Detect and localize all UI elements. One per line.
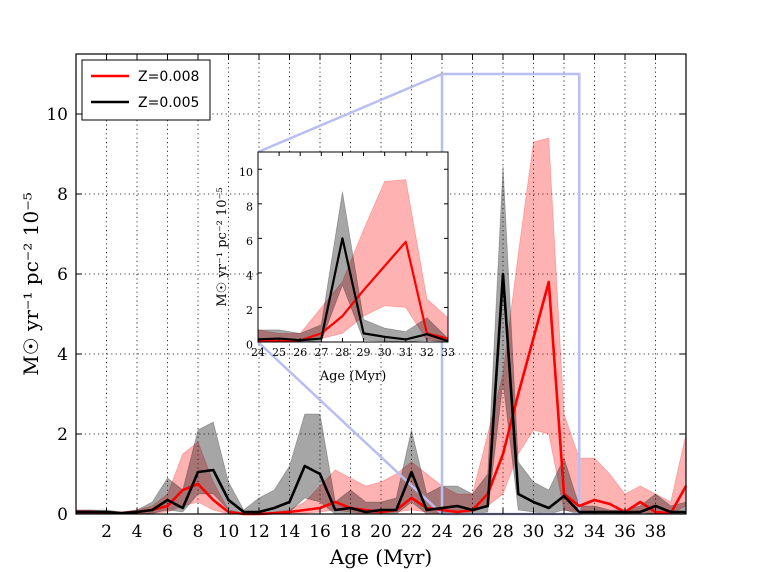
inset-x-axis-label: Age (Myr) xyxy=(319,369,387,384)
x-tick-label: 25 xyxy=(272,346,286,359)
x-tick-label: 30 xyxy=(378,346,392,359)
y-tick-label: 6 xyxy=(246,235,253,248)
x-tick-label: 30 xyxy=(523,522,545,542)
x-tick-label: 6 xyxy=(162,522,173,542)
x-tick-label: 10 xyxy=(218,522,240,542)
x-tick-label: 31 xyxy=(399,346,413,359)
x-tick-label: 26 xyxy=(462,522,484,542)
inset-axes-frame xyxy=(257,151,449,343)
x-tick-label: 26 xyxy=(293,346,307,359)
x-tick-label: 4 xyxy=(132,522,143,542)
inset-series-lines xyxy=(257,237,449,343)
legend: Z=0.008 Z=0.005 xyxy=(81,59,211,121)
y-tick-label: 10 xyxy=(239,166,253,179)
legend-label-z0008: Z=0.008 xyxy=(138,69,199,85)
x-tick-label: 33 xyxy=(441,346,455,359)
y-tick-label: 8 xyxy=(57,185,68,205)
x-tick-label: 29 xyxy=(357,346,371,359)
x-tick-label: 14 xyxy=(279,522,301,542)
y-tick-label: 2 xyxy=(246,304,253,317)
x-tick-label: 2 xyxy=(101,522,112,542)
y-tick-label: 0 xyxy=(57,505,68,525)
y-tick-label: 6 xyxy=(57,265,68,285)
x-tick-label: 28 xyxy=(492,522,514,542)
zoom-connector-line xyxy=(257,72,443,154)
x-tick-label: 36 xyxy=(614,522,636,542)
x-tick-label: 34 xyxy=(584,522,606,542)
x-tick-label: 24 xyxy=(431,522,453,542)
y-tick-label: 4 xyxy=(246,269,253,282)
main-ticks: 2 4 6 8 10 12 14 16 18 20 22 24 26 28 30 32 34 36 38024681… xyxy=(46,54,686,542)
x-tick-label: 32 xyxy=(420,346,434,359)
x-tick-label: 12 xyxy=(248,522,270,542)
legend-frame xyxy=(81,59,211,121)
zoom-connector-line xyxy=(257,341,443,515)
series-line-z0005 xyxy=(257,237,449,343)
x-tick-label: 8 xyxy=(193,522,204,542)
y-tick-label: 8 xyxy=(246,200,253,213)
x-tick-label: 38 xyxy=(645,522,667,542)
series-line-z0008 xyxy=(257,240,449,343)
x-tick-label: 18 xyxy=(340,522,362,542)
x-tick-label: 32 xyxy=(553,522,575,542)
y-tick-label: 0 xyxy=(246,339,253,352)
x-tick-label: 24 xyxy=(251,346,265,359)
x-tick-label: 28 xyxy=(335,346,349,359)
main-x-axis-label: Age (Myr) xyxy=(329,545,432,569)
inset-background xyxy=(258,152,448,342)
x-tick-label: 22 xyxy=(401,522,423,542)
inset-y-axis-label: M☉ yr⁻¹ pc⁻² 10⁻⁵ xyxy=(215,187,230,306)
x-tick-label: 16 xyxy=(309,522,331,542)
legend-label-z0005: Z=0.005 xyxy=(138,95,199,111)
x-tick-label: 20 xyxy=(370,522,392,542)
main-y-axis-label: M☉ yr⁻¹ pc⁻² 10⁻⁵ xyxy=(19,192,43,376)
y-tick-label: 2 xyxy=(57,425,68,445)
y-tick-label: 10 xyxy=(46,105,68,125)
x-tick-label: 27 xyxy=(314,346,328,359)
y-tick-label: 4 xyxy=(57,345,68,365)
